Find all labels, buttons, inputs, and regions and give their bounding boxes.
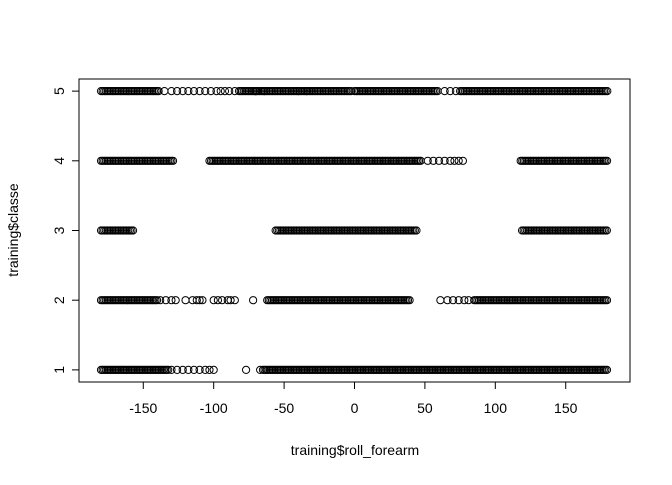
data-point bbox=[440, 87, 449, 96]
x-tick-label: 50 bbox=[417, 400, 433, 416]
data-point bbox=[249, 296, 258, 305]
data-point bbox=[216, 87, 225, 96]
data-point bbox=[172, 365, 182, 374]
y-tick-label: 5 bbox=[51, 87, 67, 95]
data-point bbox=[602, 365, 612, 374]
x-tick-label: 0 bbox=[351, 400, 359, 416]
x-tick-label: -150 bbox=[129, 400, 157, 416]
x-tick-label: 100 bbox=[484, 400, 508, 416]
data-point bbox=[454, 296, 463, 305]
data-point bbox=[256, 365, 265, 374]
data-point bbox=[198, 296, 207, 305]
data-point bbox=[181, 296, 190, 305]
data-point bbox=[302, 87, 311, 96]
data-point bbox=[451, 87, 460, 96]
data-point bbox=[429, 156, 438, 165]
data-point bbox=[225, 87, 234, 96]
data-point bbox=[346, 87, 356, 96]
x-tick-label: 150 bbox=[554, 400, 578, 416]
data-point bbox=[184, 365, 193, 374]
data-point bbox=[251, 87, 261, 96]
data-point bbox=[128, 226, 138, 235]
data-point bbox=[195, 87, 204, 96]
data-point bbox=[213, 296, 223, 305]
data-point bbox=[464, 296, 473, 305]
y-tick-label: 1 bbox=[51, 366, 67, 374]
data-point bbox=[206, 87, 215, 96]
data-point bbox=[260, 87, 269, 96]
data-point bbox=[443, 296, 452, 305]
data-point bbox=[164, 365, 173, 374]
data-point bbox=[446, 156, 455, 165]
y-axis-label: training$classe bbox=[5, 183, 21, 277]
data-point bbox=[602, 296, 612, 305]
data-point bbox=[167, 296, 176, 305]
data-point bbox=[205, 365, 214, 374]
data-point bbox=[450, 156, 459, 165]
y-tick-label: 4 bbox=[51, 157, 67, 165]
data-point bbox=[226, 296, 235, 305]
data-point bbox=[230, 87, 239, 96]
data-point bbox=[209, 296, 218, 305]
x-tick-label: -100 bbox=[200, 400, 228, 416]
points-layer bbox=[96, 87, 612, 374]
data-point bbox=[178, 87, 187, 96]
data-point bbox=[412, 226, 421, 235]
data-point bbox=[448, 296, 458, 305]
data-point bbox=[454, 156, 463, 165]
data-point bbox=[602, 226, 611, 235]
data-point bbox=[220, 87, 230, 96]
data-point bbox=[218, 296, 227, 305]
data-point bbox=[436, 296, 445, 305]
data-point bbox=[172, 87, 182, 96]
x-axis: -150 -100 -50 0 50 100 150 bbox=[129, 381, 578, 416]
data-point bbox=[171, 296, 180, 305]
data-point bbox=[167, 87, 176, 96]
x-axis-label: training$roll_forearm bbox=[291, 442, 419, 458]
data-point bbox=[434, 156, 444, 165]
data-point bbox=[168, 156, 178, 165]
data-point bbox=[423, 156, 432, 165]
data-point bbox=[405, 296, 414, 305]
data-point bbox=[178, 365, 187, 374]
data-point bbox=[446, 87, 455, 96]
y-axis: 1 2 3 4 5 bbox=[51, 87, 80, 374]
y-tick-label: 2 bbox=[51, 296, 67, 304]
data-point bbox=[603, 87, 612, 96]
data-point bbox=[440, 156, 449, 165]
data-point bbox=[167, 365, 176, 374]
data-point bbox=[195, 296, 204, 305]
data-point bbox=[458, 156, 468, 165]
data-point bbox=[212, 87, 221, 96]
data-point bbox=[189, 365, 199, 374]
data-point bbox=[460, 296, 469, 305]
y-tick-label: 3 bbox=[51, 226, 67, 234]
data-point bbox=[241, 365, 251, 374]
data-point bbox=[294, 87, 303, 96]
data-point bbox=[152, 296, 162, 305]
data-point bbox=[156, 296, 165, 305]
data-point bbox=[188, 296, 197, 305]
data-point bbox=[154, 87, 163, 96]
data-point bbox=[184, 87, 193, 96]
data-point bbox=[195, 365, 204, 374]
data-point bbox=[209, 365, 218, 374]
data-point bbox=[161, 296, 170, 305]
data-point bbox=[192, 296, 201, 305]
data-point bbox=[189, 87, 199, 96]
data-point bbox=[602, 156, 612, 165]
data-point bbox=[230, 296, 239, 305]
data-point bbox=[201, 87, 210, 96]
data-point bbox=[201, 365, 210, 374]
x-tick-label: -50 bbox=[274, 400, 294, 416]
